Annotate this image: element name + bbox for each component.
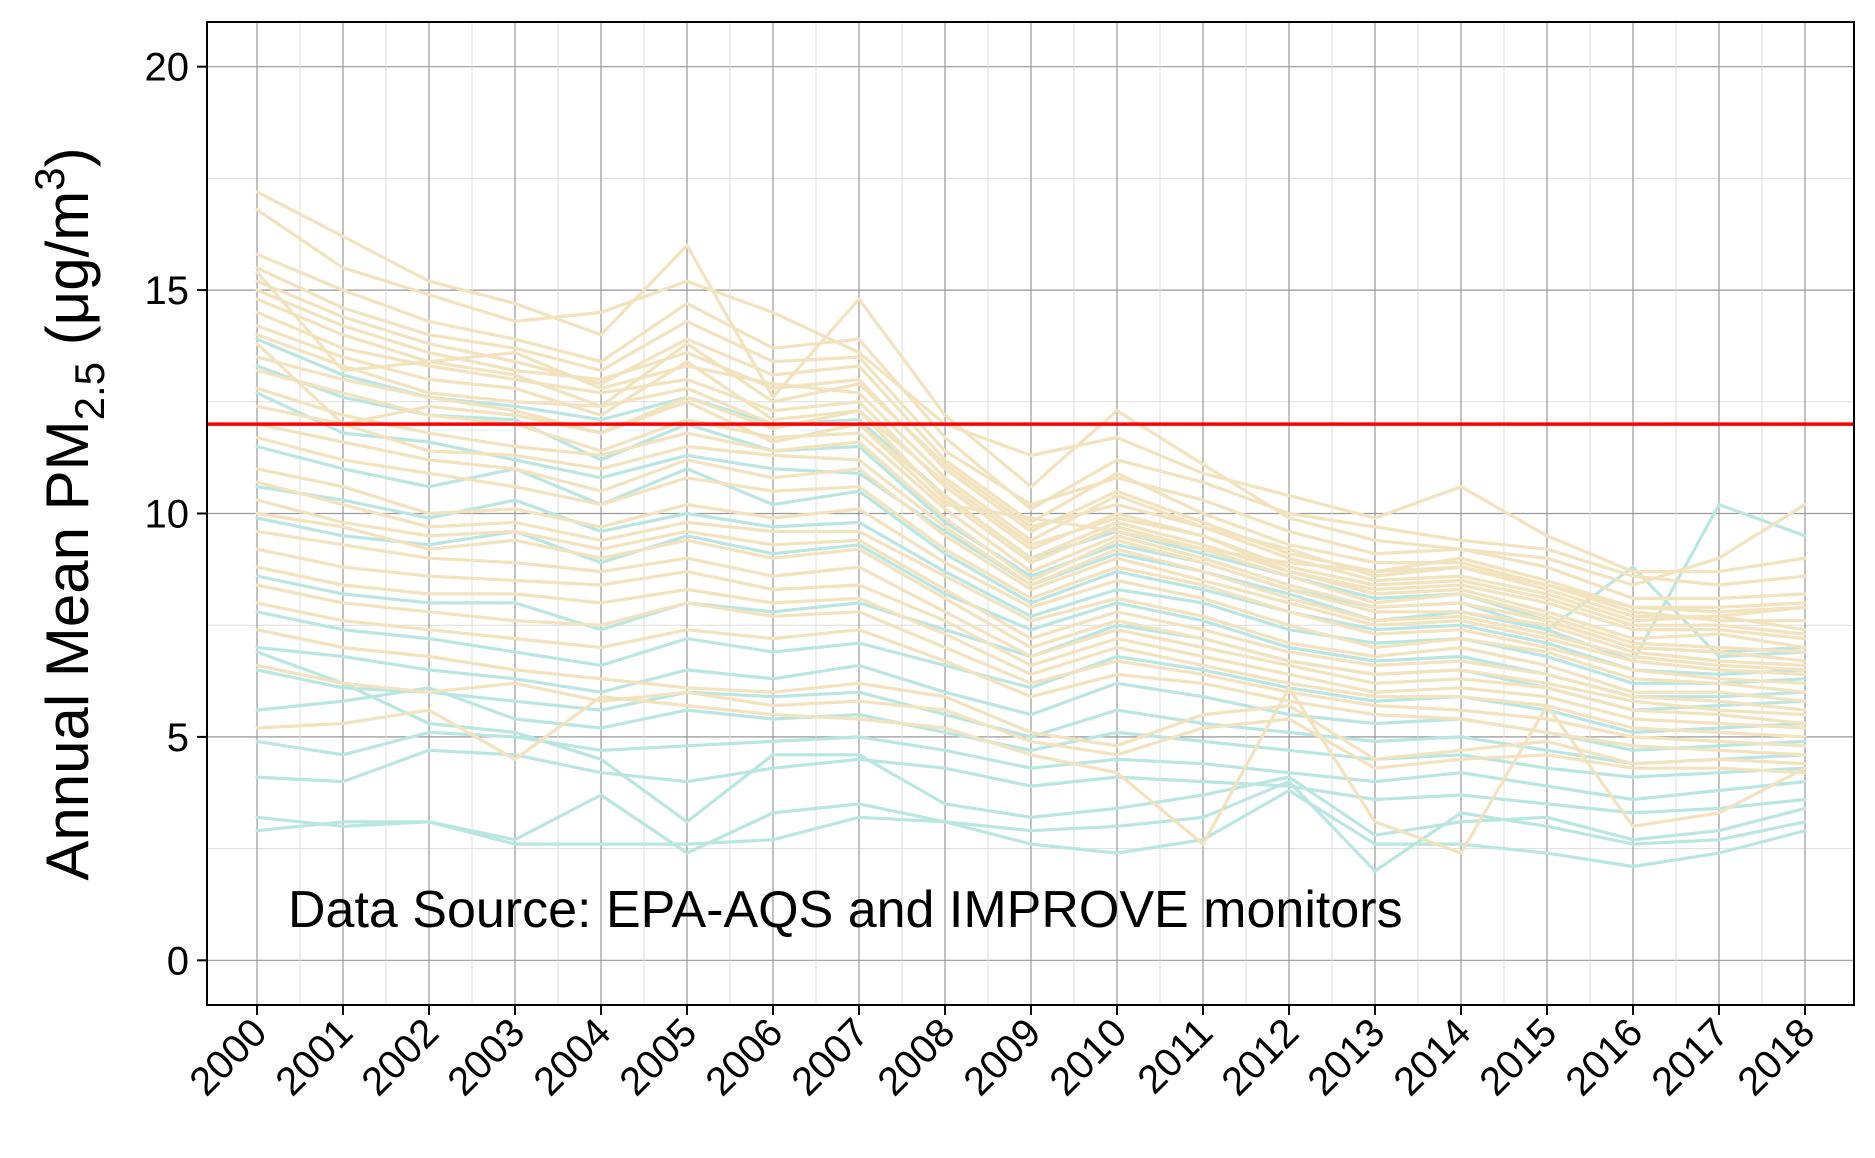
series-line-group_b: [255, 650, 1807, 842]
x-tick-label: 2014: [1385, 1010, 1479, 1104]
series-line-group_b: [255, 610, 1807, 735]
series-line-group_a: [255, 404, 1807, 672]
series-line-group_a: [255, 686, 1807, 855]
series-line-group_a: [255, 480, 1807, 703]
x-tick-label: 2017: [1643, 1010, 1737, 1104]
x-tick-label: 2012: [1213, 1010, 1307, 1104]
x-tick-label: 2013: [1299, 1010, 1393, 1104]
series-line-group_a: [255, 270, 1807, 618]
x-tick-label: 2015: [1471, 1010, 1565, 1104]
series-line-group_a: [255, 601, 1807, 757]
y-tick-label: 5: [167, 716, 189, 760]
x-tick-label: 2007: [783, 1010, 877, 1104]
x-tick-label: 2006: [697, 1010, 791, 1104]
x-tick-label: 2005: [611, 1010, 705, 1104]
y-tick-label: 15: [145, 269, 190, 313]
series-line-group_a: [255, 435, 1807, 685]
series-line-group_a: [255, 324, 1807, 641]
series-line-group_b: [255, 686, 1807, 779]
series-line-group_a: [255, 355, 1807, 654]
y-axis-title-subscript: 2.5: [66, 362, 113, 420]
series-line-group_a: [255, 297, 1807, 632]
series-line-group_a: [255, 342, 1807, 609]
y-tick-label: 10: [145, 493, 190, 537]
series-line-group_a: [255, 190, 1807, 587]
y-axis: 0 5 10 15 20: [145, 46, 207, 983]
series-line-group_a: [255, 547, 1807, 730]
y-axis-title-superscript: 3: [26, 167, 73, 190]
series-line-group_b: [255, 779, 1807, 873]
y-axis-title-close: ): [34, 147, 101, 167]
x-tick-label: 2011: [1129, 1010, 1221, 1102]
y-axis-title-unit: (μg/m: [34, 191, 101, 362]
series-line-group_a: [255, 208, 1807, 574]
series-line-group_a: [255, 511, 1807, 717]
series-line-group_a: [255, 310, 1807, 636]
series-line-group_b: [255, 668, 1807, 766]
series-line-group_a: [255, 386, 1807, 668]
series-line-group_b: [255, 748, 1807, 815]
y-axis-title: Annual Mean PM2.5 (μg/m3): [26, 147, 113, 880]
series-line-group_a: [255, 628, 1807, 766]
series-line-group_a: [255, 288, 1807, 623]
y-tick-label: 0: [167, 939, 189, 983]
x-tick-label: 2002: [353, 1010, 447, 1104]
x-tick-label: 2000: [181, 1010, 275, 1104]
x-tick-label: 2016: [1557, 1010, 1651, 1104]
series-line-group_a: [255, 467, 1807, 694]
series-line-group_b: [255, 730, 1807, 802]
x-tick-label: 2003: [439, 1010, 533, 1104]
data-source-annotation: Data Source: EPA-AQS and IMPROVE monitor…: [288, 881, 1403, 939]
x-tick-label: 2001: [267, 1010, 361, 1104]
x-tick-label: 2018: [1729, 1010, 1823, 1104]
series-line-group_b: [255, 788, 1807, 869]
series-line-group_a: [255, 583, 1807, 748]
y-axis-title-main: Annual Mean PM: [34, 420, 101, 880]
series-line-group_a: [255, 498, 1807, 712]
x-tick-label: 2004: [525, 1010, 619, 1104]
series-line-group_a: [255, 333, 1807, 650]
series-line-group_b: [255, 485, 1807, 685]
x-axis: 2000200120022003200420052006200720082009…: [181, 1005, 1823, 1104]
series-line-group_a: [255, 422, 1807, 677]
series-line-group_a: [255, 252, 1807, 587]
series-line-group_a: [255, 663, 1807, 775]
series-line-group_a: [255, 529, 1807, 726]
series-lines: [255, 190, 1807, 873]
series-line-group_a: [255, 266, 1807, 601]
y-tick-label: 20: [145, 46, 190, 90]
x-tick-label: 2008: [869, 1010, 963, 1104]
x-tick-label: 2009: [955, 1010, 1049, 1104]
x-tick-label: 2010: [1041, 1010, 1135, 1104]
